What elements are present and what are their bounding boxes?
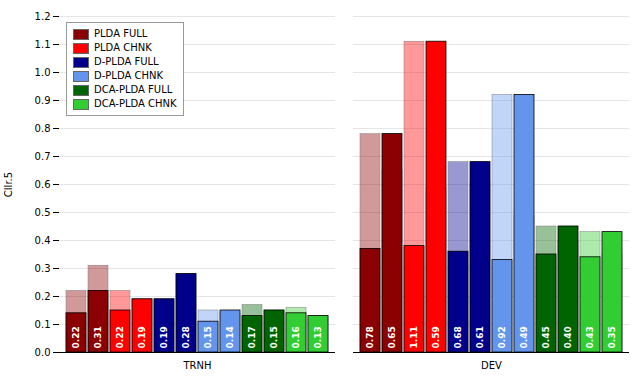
svg-text:0.13: 0.13 bbox=[313, 326, 323, 348]
svg-text:Cllr.5: Cllr.5 bbox=[3, 172, 14, 197]
svg-text:DEV: DEV bbox=[481, 360, 502, 371]
svg-text:0.17: 0.17 bbox=[247, 326, 257, 348]
svg-text:1.1: 1.1 bbox=[35, 39, 51, 50]
svg-text:0.31: 0.31 bbox=[93, 326, 103, 348]
svg-text:0.49: 0.49 bbox=[519, 326, 529, 348]
svg-text:0.45: 0.45 bbox=[541, 326, 551, 348]
svg-text:1.0: 1.0 bbox=[35, 67, 51, 78]
svg-text:0.15: 0.15 bbox=[269, 326, 279, 348]
svg-text:0.15: 0.15 bbox=[203, 326, 213, 348]
svg-text:0.9: 0.9 bbox=[35, 95, 51, 106]
svg-text:0.19: 0.19 bbox=[137, 326, 147, 348]
svg-text:TRNH: TRNH bbox=[182, 360, 211, 371]
svg-text:0.7: 0.7 bbox=[35, 151, 51, 162]
svg-text:0.14: 0.14 bbox=[225, 326, 235, 348]
html-text:D-PLDA CHNK: D-PLDA CHNK bbox=[94, 70, 163, 81]
svg-text:0.92: 0.92 bbox=[497, 326, 507, 348]
svg-text:1.11: 1.11 bbox=[409, 326, 419, 348]
svg-text:0.22: 0.22 bbox=[71, 326, 81, 348]
svg-text:0.59: 0.59 bbox=[431, 326, 441, 348]
svg-text:0.2: 0.2 bbox=[35, 291, 51, 302]
svg-text:0.61: 0.61 bbox=[475, 326, 485, 348]
svg-text:0.68: 0.68 bbox=[453, 326, 463, 348]
html-text:PLDA FULL: PLDA FULL bbox=[94, 28, 148, 39]
svg-text:0.22: 0.22 bbox=[115, 326, 125, 348]
svg-text:0.16: 0.16 bbox=[291, 326, 301, 348]
svg-text:0.4: 0.4 bbox=[35, 235, 51, 246]
svg-text:0.3: 0.3 bbox=[35, 263, 51, 274]
svg-text:0.8: 0.8 bbox=[35, 123, 51, 134]
html-text:PLDA CHNK: PLDA CHNK bbox=[94, 42, 152, 53]
svg-text:0.35: 0.35 bbox=[607, 326, 617, 348]
svg-text:0.19: 0.19 bbox=[159, 326, 169, 348]
svg-text:0.43: 0.43 bbox=[585, 326, 595, 348]
html-text:DCA-PLDA CHNK: DCA-PLDA CHNK bbox=[94, 98, 177, 109]
html-text:DCA-PLDA FULL: DCA-PLDA FULL bbox=[94, 84, 173, 95]
svg-text:0.28: 0.28 bbox=[181, 326, 191, 348]
svg-text:0.0: 0.0 bbox=[35, 347, 51, 358]
svg-text:0.40: 0.40 bbox=[563, 326, 573, 348]
svg-text:0.6: 0.6 bbox=[35, 179, 51, 190]
svg-text:0.1: 0.1 bbox=[35, 319, 51, 330]
html-text:D-PLDA FULL: D-PLDA FULL bbox=[94, 56, 159, 67]
svg-text:1.2: 1.2 bbox=[35, 11, 51, 22]
svg-text:0.5: 0.5 bbox=[35, 207, 51, 218]
svg-text:0.78: 0.78 bbox=[365, 326, 375, 348]
svg-text:0.65: 0.65 bbox=[387, 326, 397, 348]
